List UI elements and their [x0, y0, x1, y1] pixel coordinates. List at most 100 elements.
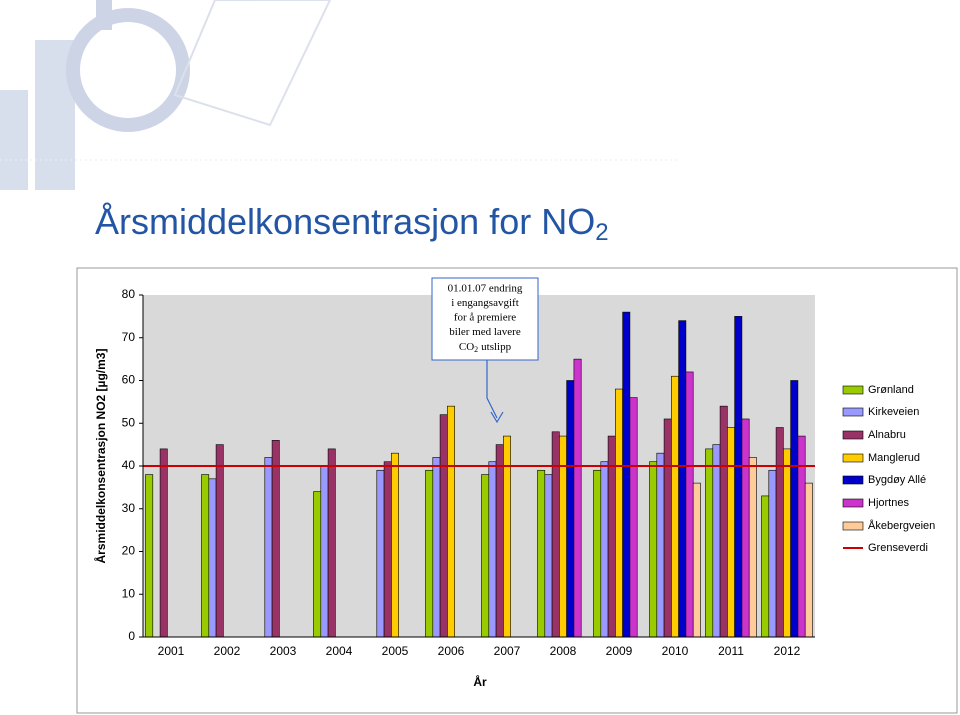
bar	[551, 431, 560, 638]
x-tick-label: 2008	[550, 644, 577, 658]
legend-label: Grønland	[868, 384, 914, 396]
x-axis-label: År	[473, 674, 487, 689]
bar	[692, 482, 701, 638]
bar	[593, 469, 602, 638]
bar	[544, 474, 553, 638]
y-tick-label: 40	[122, 458, 136, 472]
plot: 0 10 20 30 40 50 60 70 80 2001 2002 2003 2004 2005 200…	[122, 277, 935, 658]
annotation-part: 2	[474, 345, 478, 354]
bar	[775, 427, 784, 638]
bar	[320, 465, 329, 638]
bar	[481, 474, 490, 638]
bar	[671, 375, 679, 638]
title-text: Årsmiddelkonsentrasjon for NO	[95, 201, 595, 242]
bar	[383, 461, 392, 638]
bar	[761, 495, 770, 638]
bar	[748, 457, 757, 638]
x-tick-label: 2009	[606, 644, 633, 658]
y-tick-label: 70	[122, 330, 136, 344]
x-tick-label: 2004	[326, 644, 353, 658]
bar	[705, 448, 714, 638]
y-tick-label: 20	[122, 544, 136, 558]
bar	[678, 320, 687, 638]
bar	[663, 418, 672, 638]
y-axis-label: Årsmiddelkonsentrasjon NO2 [µg/m3]	[93, 349, 108, 564]
legend-label: Bygdøy Allé	[868, 474, 926, 486]
x-tick-label: 2005	[382, 644, 409, 658]
x-tick-label: 2007	[494, 644, 521, 658]
bar	[734, 316, 743, 638]
legend-label: Manglerud	[868, 452, 920, 464]
legend-label: Alnabru	[868, 429, 906, 441]
y-tick-label: 0	[128, 629, 135, 643]
legend-label: Åkebergveien	[868, 519, 935, 532]
bar	[432, 457, 441, 638]
bar	[712, 444, 721, 638]
x-tick-label: 2003	[270, 644, 297, 658]
bar	[271, 440, 280, 638]
x-tick-label: 2010	[662, 644, 689, 658]
bar	[159, 448, 168, 638]
bar	[145, 474, 154, 638]
y-tick-label: 60	[122, 373, 136, 387]
bar	[656, 452, 665, 638]
x-tick-label: 2011	[718, 644, 744, 658]
title-subscript: 2	[595, 219, 608, 246]
x-tick-label: 2012	[774, 644, 801, 658]
bar	[376, 469, 385, 638]
annotation-text: 01.01.07 endring	[448, 283, 523, 295]
annotation-text: CO2 utslipp	[459, 341, 512, 354]
y-tick-label: 10	[122, 586, 136, 600]
annotation-text: biler med lavere	[449, 326, 521, 338]
legend-label: Hjortnes	[868, 497, 909, 509]
bar	[537, 469, 546, 638]
bar	[790, 380, 799, 638]
y-tick-label: 30	[122, 501, 136, 515]
annotation-arrowhead	[490, 411, 504, 424]
legend-swatch	[842, 430, 864, 440]
bar	[566, 380, 575, 638]
legend-swatch	[842, 385, 864, 395]
bar	[447, 405, 455, 638]
x-tick-label: 2001	[158, 644, 185, 658]
bar	[391, 452, 399, 638]
y-tick-label: 80	[122, 287, 136, 301]
bar	[615, 388, 623, 638]
bar	[425, 469, 434, 638]
legend-swatch	[842, 407, 864, 417]
annotation-box	[431, 277, 539, 361]
legend-label: Grenseverdi	[868, 542, 928, 554]
legend-swatch	[842, 475, 864, 485]
annotation-part: CO	[459, 341, 474, 353]
bar	[741, 418, 750, 638]
x-tick-label: 2002	[214, 644, 241, 658]
legend-swatch	[842, 453, 864, 463]
logo-decoration	[0, 0, 680, 190]
bar	[783, 448, 791, 638]
bar	[573, 358, 582, 638]
bar	[495, 444, 504, 638]
bar	[313, 491, 322, 638]
y-tick-label: 50	[122, 415, 136, 429]
bar	[488, 461, 497, 638]
bar	[327, 448, 336, 638]
legend-swatch	[842, 498, 864, 508]
bar	[768, 469, 777, 638]
chart-frame	[76, 267, 958, 714]
bar	[208, 478, 217, 638]
annotation-text: for å premiere	[454, 312, 516, 324]
annotation-part: utslipp	[481, 341, 511, 353]
bar	[264, 457, 273, 638]
page-title: Årsmiddelkonsentrasjon for NO2	[95, 201, 609, 247]
bar	[622, 311, 631, 638]
bar	[215, 444, 224, 638]
bar	[600, 461, 609, 638]
bar	[685, 371, 694, 638]
annotation-arrow	[486, 360, 498, 419]
bar	[629, 397, 638, 638]
bar	[439, 414, 448, 638]
bar	[804, 482, 813, 638]
legend-label: Kirkeveien	[868, 406, 919, 418]
legend-swatch	[842, 521, 864, 531]
